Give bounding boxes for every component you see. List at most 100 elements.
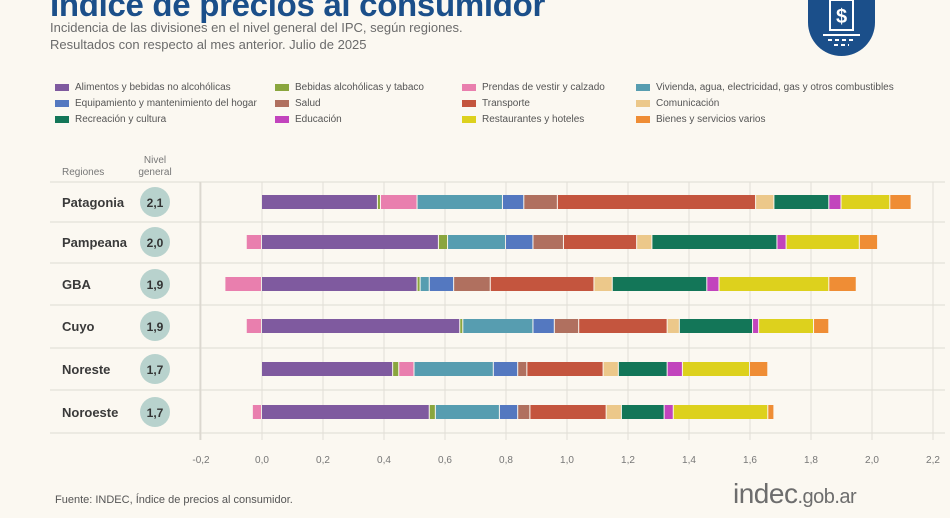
bar-segment — [603, 362, 618, 376]
bar-segment — [448, 235, 505, 249]
bar-segment — [756, 195, 774, 209]
dollar-document-icon: $ — [808, 0, 875, 56]
bar-segment — [493, 362, 518, 376]
x-tick-label: 1,0 — [560, 455, 574, 466]
bar-segment — [859, 235, 878, 249]
bar-segment — [557, 195, 756, 209]
x-tick-label: 1,2 — [621, 455, 635, 466]
region-label: Patagonia — [62, 195, 125, 210]
bar-segment — [399, 362, 414, 376]
x-tick-label: 1,4 — [682, 455, 696, 466]
legend-swatch — [275, 100, 289, 107]
source-note: Fuente: INDEC, Índice de precios al cons… — [55, 494, 293, 506]
bar-segment — [262, 235, 438, 249]
region-label: GBA — [62, 277, 92, 292]
bar-segment — [612, 277, 707, 291]
x-tick-label: 0,2 — [316, 455, 330, 466]
total-badge — [140, 354, 170, 384]
bar-segment — [563, 235, 637, 249]
bar-segment — [533, 235, 563, 249]
x-tick-label: 2,0 — [865, 455, 879, 466]
bar-segment — [377, 195, 380, 209]
chart-legend: Alimentos y bebidas no alcohólicas Bebida… — [55, 82, 935, 132]
bar-segment — [594, 277, 612, 291]
x-tick-label: 2,2 — [926, 455, 940, 466]
legend-label: Transporte — [482, 98, 530, 109]
legend-label: Equipamiento y mantenimiento del hogar — [75, 98, 257, 109]
legend-swatch — [55, 116, 69, 123]
indec-logo[interactable]: indec.gob.ar — [733, 478, 857, 510]
legend-label: Prendas de vestir y calzado — [482, 82, 605, 93]
bar-segment — [502, 195, 524, 209]
bar-segment — [579, 319, 667, 333]
page-title: Índice de precios al consumidor — [50, 0, 545, 23]
bar-segment — [417, 195, 502, 209]
legend-item: Comunicación — [636, 98, 719, 109]
bar-segment — [499, 405, 518, 419]
legend-label: Bienes y servicios varios — [656, 114, 766, 125]
x-tick-label: 1,6 — [743, 455, 757, 466]
bar-segment — [707, 277, 719, 291]
bar-segment — [524, 195, 557, 209]
legend-label: Educación — [295, 114, 342, 125]
legend-item: Bebidas alcohólicas y tabaco — [275, 82, 424, 93]
legend-label: Salud — [295, 98, 321, 109]
legend-item: Educación — [275, 114, 342, 125]
legend-swatch — [275, 84, 289, 91]
subtitle-line-1: Incidencia de las divisiones en el nivel… — [50, 20, 463, 35]
legend-item: Alimentos y bebidas no alcohólicas — [55, 82, 231, 93]
bar-segment — [460, 319, 463, 333]
bar-segment — [667, 319, 679, 333]
bar-segment — [490, 277, 594, 291]
x-tick-label: -0,2 — [192, 455, 210, 466]
total-badge — [140, 187, 170, 217]
logo-main: indec — [733, 478, 798, 509]
bar-segment — [246, 235, 261, 249]
bar-segment — [527, 362, 603, 376]
bar-segment — [652, 235, 777, 249]
bar-segment — [533, 319, 554, 333]
bar-segment — [506, 235, 533, 249]
legend-item: Restaurantes y hoteles — [462, 114, 584, 125]
bar-segment — [841, 195, 890, 209]
bar-segment — [606, 405, 621, 419]
legend-item: Bienes y servicios varios — [636, 114, 765, 125]
legend-swatch — [462, 100, 476, 107]
legend-swatch — [55, 84, 69, 91]
legend-label: Bebidas alcohólicas y tabaco — [295, 82, 424, 93]
legend-swatch — [636, 116, 650, 123]
bar-segment — [618, 362, 667, 376]
legend-item: Transporte — [462, 98, 530, 109]
x-tick-label: 0,8 — [499, 455, 513, 466]
legend-item: Recreación y cultura — [55, 114, 166, 125]
total-value: 1,9 — [147, 320, 164, 334]
total-header-line-1: Nivel — [144, 155, 166, 166]
legend-label: Restaurantes y hoteles — [482, 114, 585, 125]
bar-segment — [750, 362, 768, 376]
bar-segment — [429, 405, 435, 419]
bar-segment — [786, 235, 859, 249]
bar-segment — [621, 405, 664, 419]
total-value: 2,0 — [147, 236, 164, 250]
bar-segment — [829, 277, 856, 291]
bar-segment — [414, 362, 493, 376]
subtitle-line-2: Resultados con respecto al mes anterior.… — [50, 37, 367, 52]
bar-segment — [262, 362, 393, 376]
logo-suffix: .gob.ar — [797, 486, 857, 508]
total-value: 1,9 — [147, 278, 164, 292]
svg-text:$: $ — [836, 6, 847, 28]
bar-segment — [768, 405, 774, 419]
bar-segment — [393, 362, 399, 376]
legend-swatch — [275, 116, 289, 123]
bar-segment — [262, 277, 417, 291]
bar-segment — [246, 319, 261, 333]
bar-segment — [667, 362, 682, 376]
bar-segment — [252, 405, 261, 419]
total-value: 2,1 — [147, 196, 164, 210]
legend-swatch — [636, 100, 650, 107]
bar-segment — [814, 319, 829, 333]
total-badge — [140, 311, 170, 341]
legend-item: Salud — [275, 98, 321, 109]
total-value: 1,7 — [147, 406, 164, 420]
